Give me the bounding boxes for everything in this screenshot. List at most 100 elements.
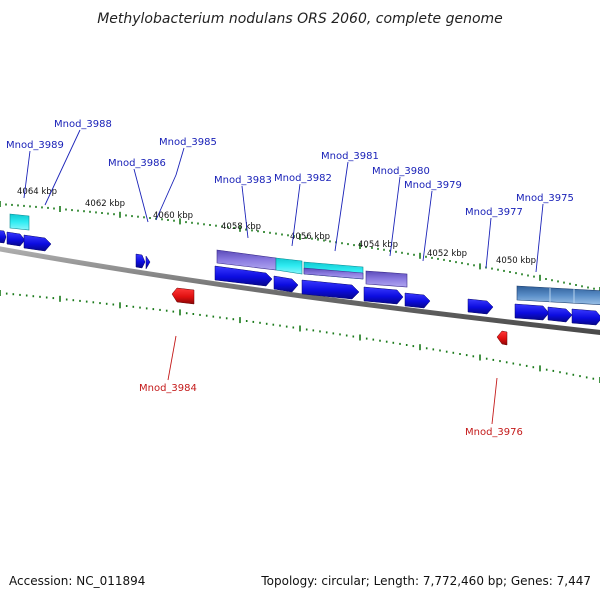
major-tick — [359, 243, 361, 249]
minor-tick — [452, 351, 455, 354]
feature-bar-purple[interactable] — [303, 267, 364, 280]
gene-label[interactable]: Mnod_3975 — [516, 193, 574, 204]
reverse-gene-arrow[interactable] — [171, 287, 195, 305]
major-tick — [479, 354, 481, 361]
minor-tick — [401, 251, 403, 254]
map-title: Methylobacterium nodulans ORS 2060, comp… — [97, 11, 503, 27]
minor-tick — [53, 207, 55, 210]
gene-label[interactable]: Mnod_3983 — [214, 175, 272, 186]
minor-tick — [19, 293, 21, 296]
scale-label-4060: 4060 kbp — [153, 211, 193, 221]
forward-gene-arrow[interactable] — [467, 298, 494, 315]
topology-text: Topology: circular; Length: 7,772,460 bp… — [260, 574, 591, 588]
minor-tick — [209, 224, 211, 226]
minor-tick — [39, 295, 41, 298]
minor-tick — [329, 240, 331, 243]
feature-bar-cyan[interactable] — [9, 213, 30, 231]
minor-tick — [379, 339, 381, 342]
feature-bar-steel[interactable] — [516, 285, 600, 306]
minor-tick — [467, 263, 469, 266]
minor-tick — [197, 222, 199, 225]
minor-tick — [519, 363, 521, 366]
leader-line — [291, 183, 301, 247]
minor-tick — [445, 350, 448, 353]
minor-tick — [593, 287, 595, 290]
forward-gene-arrow[interactable] — [135, 253, 146, 269]
major-tick — [299, 325, 301, 332]
leader-line — [491, 377, 498, 425]
forward-gene-arrow[interactable] — [0, 230, 7, 244]
gene-label[interactable]: Mnod_3979 — [404, 180, 462, 191]
forward-gene-arrow[interactable] — [571, 308, 600, 326]
feature-bar-purple[interactable] — [216, 249, 277, 271]
major-tick — [179, 218, 181, 225]
minor-tick — [85, 300, 88, 303]
gene-label[interactable]: Mnod_3982 — [274, 173, 332, 184]
minor-tick — [472, 355, 475, 358]
minor-tick — [281, 233, 283, 236]
forward-gene-arrow[interactable] — [547, 306, 573, 323]
leader-line — [44, 129, 81, 206]
leader-line — [23, 150, 31, 199]
minor-tick — [365, 245, 367, 248]
minor-tick — [165, 309, 168, 312]
forward-gene-arrow[interactable] — [6, 231, 26, 247]
scale-label-4054: 4054 kbp — [358, 240, 398, 250]
forward-gene-arrow[interactable] — [145, 255, 151, 270]
major-tick — [419, 344, 421, 351]
reverse-gene-arrow[interactable] — [496, 330, 508, 346]
gene-label[interactable]: Mnod_3985 — [159, 137, 217, 148]
minor-tick — [292, 326, 295, 329]
major-tick — [539, 274, 541, 281]
feature-bar-purple[interactable] — [365, 270, 408, 288]
gene-label[interactable]: Mnod_3976 — [465, 427, 523, 438]
minor-tick — [325, 331, 328, 334]
gene-label[interactable]: Mnod_3980 — [372, 166, 430, 177]
minor-tick — [581, 285, 583, 288]
gene-label[interactable]: Mnod_3984 — [139, 383, 197, 394]
minor-tick — [35, 205, 37, 208]
scale-label-4056: 4056 kbp — [290, 232, 330, 242]
reverse-genes — [171, 287, 508, 346]
minor-tick — [192, 313, 195, 315]
minor-tick — [332, 332, 335, 335]
forward-gene-arrow[interactable] — [214, 265, 273, 287]
minor-tick — [575, 284, 577, 286]
minor-tick — [11, 203, 13, 206]
genome-backbone — [0, 246, 600, 335]
major-tick — [239, 225, 241, 232]
scale-ticks-forward — [0, 201, 600, 293]
forward-gene-arrow[interactable] — [301, 279, 360, 300]
gene-labels: Mnod_3988 Mnod_3989 Mnod_3986 Mnod_3985 … — [6, 119, 574, 438]
feature-bar-cyan[interactable] — [275, 257, 303, 275]
forward-gene-arrow[interactable] — [363, 286, 404, 305]
minor-tick — [251, 229, 253, 232]
minor-tick — [572, 373, 575, 376]
forward-gene-arrow[interactable] — [404, 292, 431, 309]
forward-gene-arrow[interactable] — [514, 303, 550, 321]
minor-tick — [279, 324, 281, 327]
minor-tick — [203, 223, 205, 226]
gene-label[interactable]: Mnod_3986 — [108, 158, 166, 169]
minor-tick — [383, 248, 385, 251]
gene-label[interactable]: Mnod_3981 — [321, 151, 379, 162]
minor-tick — [215, 224, 217, 227]
minor-tick — [41, 206, 43, 209]
gene-label[interactable]: Mnod_3989 — [6, 140, 64, 151]
minor-tick — [161, 218, 163, 221]
gene-label[interactable]: Mnod_3988 — [54, 119, 112, 130]
minor-tick — [149, 217, 151, 219]
gene-label[interactable]: Mnod_3977 — [465, 207, 523, 218]
minor-tick — [527, 274, 529, 277]
minor-tick — [5, 292, 8, 295]
minor-tick — [491, 267, 493, 270]
forward-gene-arrow[interactable] — [23, 234, 52, 252]
forward-gene-arrow[interactable] — [273, 275, 299, 293]
minor-tick — [345, 334, 348, 337]
minor-tick — [105, 302, 108, 305]
minor-tick — [143, 216, 145, 219]
minor-tick — [125, 214, 127, 217]
minor-tick — [449, 260, 451, 262]
minor-tick — [185, 312, 188, 315]
